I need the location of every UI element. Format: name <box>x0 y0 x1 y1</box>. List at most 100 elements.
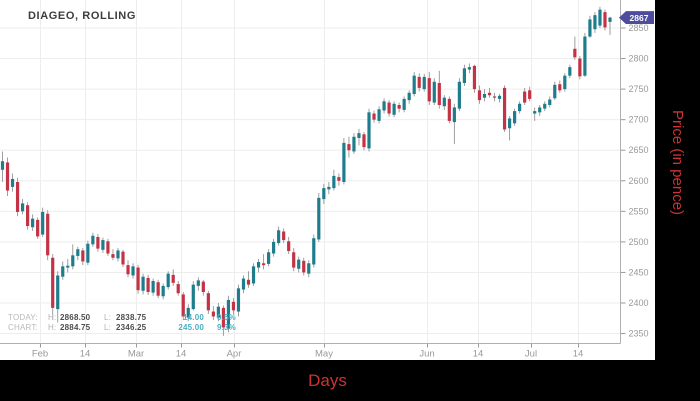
candle-body <box>0 161 5 170</box>
candle-body <box>312 238 316 265</box>
x-axis-tick-label: 14 <box>176 349 187 360</box>
chart-title: DIAGEO, ROLLING <box>28 10 136 22</box>
candle-body <box>156 282 160 296</box>
candle-body <box>302 260 306 273</box>
x-axis-tick-label: Jul <box>525 349 537 360</box>
candle-body <box>548 99 552 105</box>
candle-body <box>86 243 90 263</box>
candle-body <box>211 311 215 317</box>
candle-body <box>457 81 461 109</box>
today-low-label: L: <box>104 313 112 322</box>
last-price-badge: 2867 <box>619 11 654 25</box>
candle-body <box>362 134 366 148</box>
candle-body <box>307 263 311 274</box>
candle-body <box>598 9 602 26</box>
candle-body <box>146 277 150 292</box>
candle-body <box>402 98 406 110</box>
candle-body <box>136 267 140 291</box>
candle-body <box>322 188 326 200</box>
chart-low-value: 2346.25 <box>116 323 147 332</box>
candle-body <box>437 83 441 105</box>
candle-body <box>482 94 487 98</box>
candle-body <box>467 67 472 70</box>
candle-body <box>382 101 386 111</box>
candle-body <box>216 306 220 318</box>
today-high-label: H: <box>48 313 57 322</box>
candle-body <box>573 48 577 58</box>
candle-body <box>442 97 446 107</box>
y-axis-tick-label: 2550 <box>629 206 649 216</box>
candle-body <box>96 237 100 249</box>
candle-body <box>61 266 65 277</box>
candle-body <box>261 263 266 266</box>
candle-body <box>593 15 597 30</box>
candle-body <box>10 178 15 187</box>
y-axis-title-bar: Price (in pence) <box>655 0 700 401</box>
chart-change-percent: 9.3% <box>216 323 236 332</box>
y-axis-tick-label: 2850 <box>629 23 649 33</box>
candle-body <box>236 288 241 312</box>
candle-body <box>533 111 537 114</box>
chart-low-label: L: <box>104 323 112 332</box>
candle-body <box>71 255 75 267</box>
candle-body <box>246 279 251 285</box>
candle-body <box>432 81 436 103</box>
candle-body <box>367 112 371 149</box>
today-low-value: 2838.75 <box>116 313 147 322</box>
candle-body <box>558 84 562 91</box>
candle-body <box>528 90 532 99</box>
y-axis-title: Price (in pence) <box>669 110 686 216</box>
candle-body <box>272 241 276 254</box>
y-axis-tick-label: 2350 <box>629 329 649 339</box>
candle-body <box>392 103 396 115</box>
y-axis-tick-label: 2750 <box>629 84 649 94</box>
candle-body <box>553 84 557 99</box>
price-chart[interactable]: 2850 2800 2750 2700 2650 2600 2550 2500 2450 2400… <box>0 0 655 360</box>
candle-body <box>91 235 95 245</box>
candle-body <box>297 259 301 269</box>
candle-body <box>121 251 125 265</box>
candle-body <box>317 197 321 240</box>
candle-body <box>588 19 592 37</box>
candle-body <box>15 182 20 212</box>
candle-body <box>81 250 85 262</box>
candle-body <box>387 102 391 114</box>
candle-body <box>397 105 401 109</box>
candle-body <box>66 265 70 268</box>
y-axis-tick-label: 2650 <box>629 145 649 155</box>
x-axis-tick-label: 14 <box>473 349 484 360</box>
candle-body <box>176 284 180 294</box>
candle-body <box>477 90 482 101</box>
candle-body <box>487 92 492 96</box>
candle-body <box>266 252 271 264</box>
candle-body <box>56 275 60 310</box>
candle-body <box>447 98 451 121</box>
candle-body <box>372 113 376 120</box>
today-change-value: 14.00 <box>182 313 204 322</box>
y-axis-tick-label: 2400 <box>629 298 649 308</box>
candle-body <box>543 103 547 109</box>
x-axis-tick-label: Mar <box>128 349 144 360</box>
candle-body <box>608 17 612 22</box>
candle-body <box>116 250 120 259</box>
y-axis-tick-label: 2600 <box>629 176 649 186</box>
candle-body <box>427 78 431 102</box>
x-axis-tick-label: Jun <box>419 349 434 360</box>
candle-body <box>161 285 165 297</box>
today-high-value: 2868.50 <box>60 313 91 322</box>
candle-body <box>583 36 587 76</box>
candle-body <box>518 103 522 112</box>
today-label: TODAY: <box>8 313 38 322</box>
candle-body <box>101 240 105 250</box>
candle-body <box>462 68 467 83</box>
candlestick-plot: 2850 2800 2750 2700 2650 2600 2550 2500 2450 2400… <box>0 0 649 360</box>
candle-body <box>347 144 351 151</box>
x-axis-tick-label: Feb <box>32 349 48 360</box>
candle-body <box>497 95 502 99</box>
candle-body <box>46 213 50 256</box>
today-stats-row: TODAY: H: 2868.50 L: 2838.75 14.00 0.5% <box>8 313 236 323</box>
today-change-percent: 0.5% <box>216 313 236 322</box>
candle-body <box>251 266 256 284</box>
y-axis-tick-label: 2700 <box>629 115 649 125</box>
candle-body <box>131 266 135 276</box>
